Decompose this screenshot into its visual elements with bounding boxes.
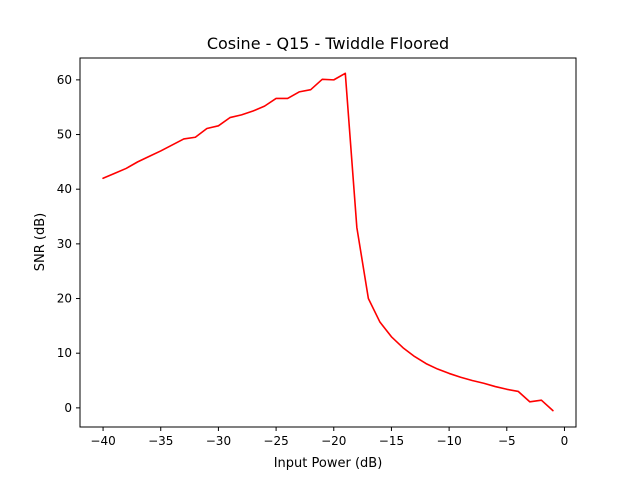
- x-tick-label: −40: [90, 434, 115, 448]
- chart-title: Cosine - Q15 - Twiddle Floored: [207, 34, 449, 53]
- x-tick-label: −5: [498, 434, 516, 448]
- y-tick-label: 60: [57, 73, 72, 87]
- y-tick-label: 50: [57, 128, 72, 142]
- x-tick-label: −20: [321, 434, 346, 448]
- x-tick-label: −30: [206, 434, 231, 448]
- y-tick-label: 30: [57, 237, 72, 251]
- y-axis-label: SNR (dB): [33, 213, 48, 271]
- x-tick-label: −25: [263, 434, 288, 448]
- plot-layer: [102, 72, 554, 412]
- series-line-0: [102, 72, 554, 412]
- plot-frame: [79, 57, 577, 428]
- x-axis: −40 −35 −30 −25 −20 −15 −10 −5 0: [90, 427, 568, 448]
- y-tick-label: 0: [64, 401, 72, 415]
- x-tick-label: 0: [561, 434, 569, 448]
- x-axis-label: Input Power (dB): [274, 456, 383, 471]
- x-tick-label: −15: [379, 434, 404, 448]
- y-tick-label: 10: [57, 346, 72, 360]
- y-axis: 0 10 20 30 40 50 60: [57, 73, 80, 415]
- y-tick-label: 20: [57, 292, 72, 306]
- x-tick-label: −35: [148, 434, 173, 448]
- x-tick-label: −10: [436, 434, 461, 448]
- y-tick-label: 40: [57, 182, 72, 196]
